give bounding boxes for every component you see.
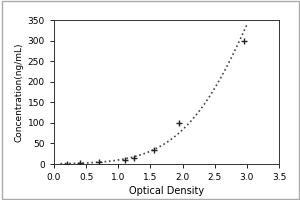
Point xyxy=(122,158,127,161)
Y-axis label: Concentration(ng/mL): Concentration(ng/mL) xyxy=(15,42,24,142)
Point xyxy=(64,162,69,165)
Point xyxy=(97,160,101,164)
Point xyxy=(241,39,246,42)
Point xyxy=(77,162,82,165)
Point xyxy=(132,156,137,159)
Point xyxy=(151,148,156,151)
Point xyxy=(177,121,182,124)
X-axis label: Optical Density: Optical Density xyxy=(129,186,204,196)
